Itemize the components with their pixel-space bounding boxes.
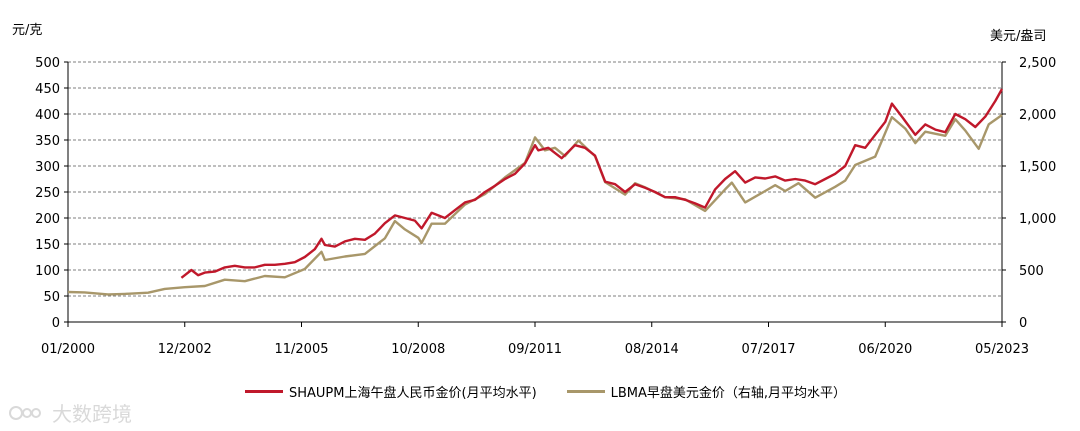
left-tick-label: 300	[35, 160, 60, 175]
watermark-logo-icon	[9, 405, 41, 420]
left-tick-label: 250	[35, 186, 60, 201]
series-line-lbma	[67, 114, 1003, 296]
right-tick-label: 500	[1019, 264, 1044, 279]
legend-swatch-shaupm	[245, 390, 283, 393]
watermark-text: 大数跨境	[52, 402, 132, 426]
x-tick-label: 10/2008	[391, 342, 445, 357]
x-tick-label: 05/2023	[975, 342, 1029, 357]
left-axis-label: 元/克	[12, 23, 42, 38]
right-tick-label: 0	[1019, 316, 1027, 331]
right-tick-label: 1,500	[1019, 160, 1056, 175]
right-axis-label: 美元/盎司	[990, 29, 1046, 44]
legend-label-shaupm: SHAUPM上海午盘人民币金价(月平均水平)	[289, 386, 537, 401]
watermark: 大数跨境	[8, 398, 132, 427]
x-tick-label: 07/2017	[741, 342, 795, 357]
series-lines	[67, 88, 1004, 296]
x-tick-label: 08/2014	[625, 342, 679, 357]
left-tick-label: 0	[52, 316, 60, 331]
x-tick-label: 06/2020	[858, 342, 912, 357]
left-tick-label: 450	[35, 82, 60, 97]
x-tick-label: 12/2002	[158, 342, 212, 357]
left-tick-label: 100	[35, 264, 60, 279]
right-tick-label: 2,000	[1019, 108, 1056, 123]
left-tick-label: 500	[35, 56, 60, 71]
left-tick-label: 400	[35, 108, 60, 123]
right-axis-ticks: 2,500 2,000 1,500 1,000 500 0	[1002, 56, 1056, 331]
legend-item-shaupm: SHAUPM上海午盘人民币金价(月平均水平)	[245, 382, 537, 401]
x-tick-label: 09/2011	[508, 342, 562, 357]
legend-swatch-lbma	[566, 390, 605, 393]
grid-lines	[67, 61, 1003, 323]
left-tick-label: 150	[35, 238, 60, 253]
right-tick-label: 1,000	[1019, 212, 1056, 227]
x-tick-label: 01/2000	[41, 342, 95, 357]
x-tick-label: 11/2005	[274, 342, 328, 357]
legend-label-lbma: LBMA早盘美元金价（右轴,月平均水平）	[610, 386, 847, 401]
right-tick-label: 2,500	[1019, 56, 1056, 71]
legend: SHAUPM上海午盘人民币金价(月平均水平) LBMA早盘美元金价（右轴,月平均…	[245, 382, 876, 401]
left-tick-label: 350	[35, 134, 60, 149]
left-tick-label: 200	[35, 212, 60, 227]
left-tick-label: 50	[43, 290, 60, 305]
series-line-shaupm	[180, 88, 1004, 279]
legend-item-lbma: LBMA早盘美元金价（右轴,月平均水平）	[566, 382, 847, 401]
x-axis-ticks: 01/2000 12/2002 11/2005 10/2008 09/2011 08/20…	[41, 322, 1029, 357]
